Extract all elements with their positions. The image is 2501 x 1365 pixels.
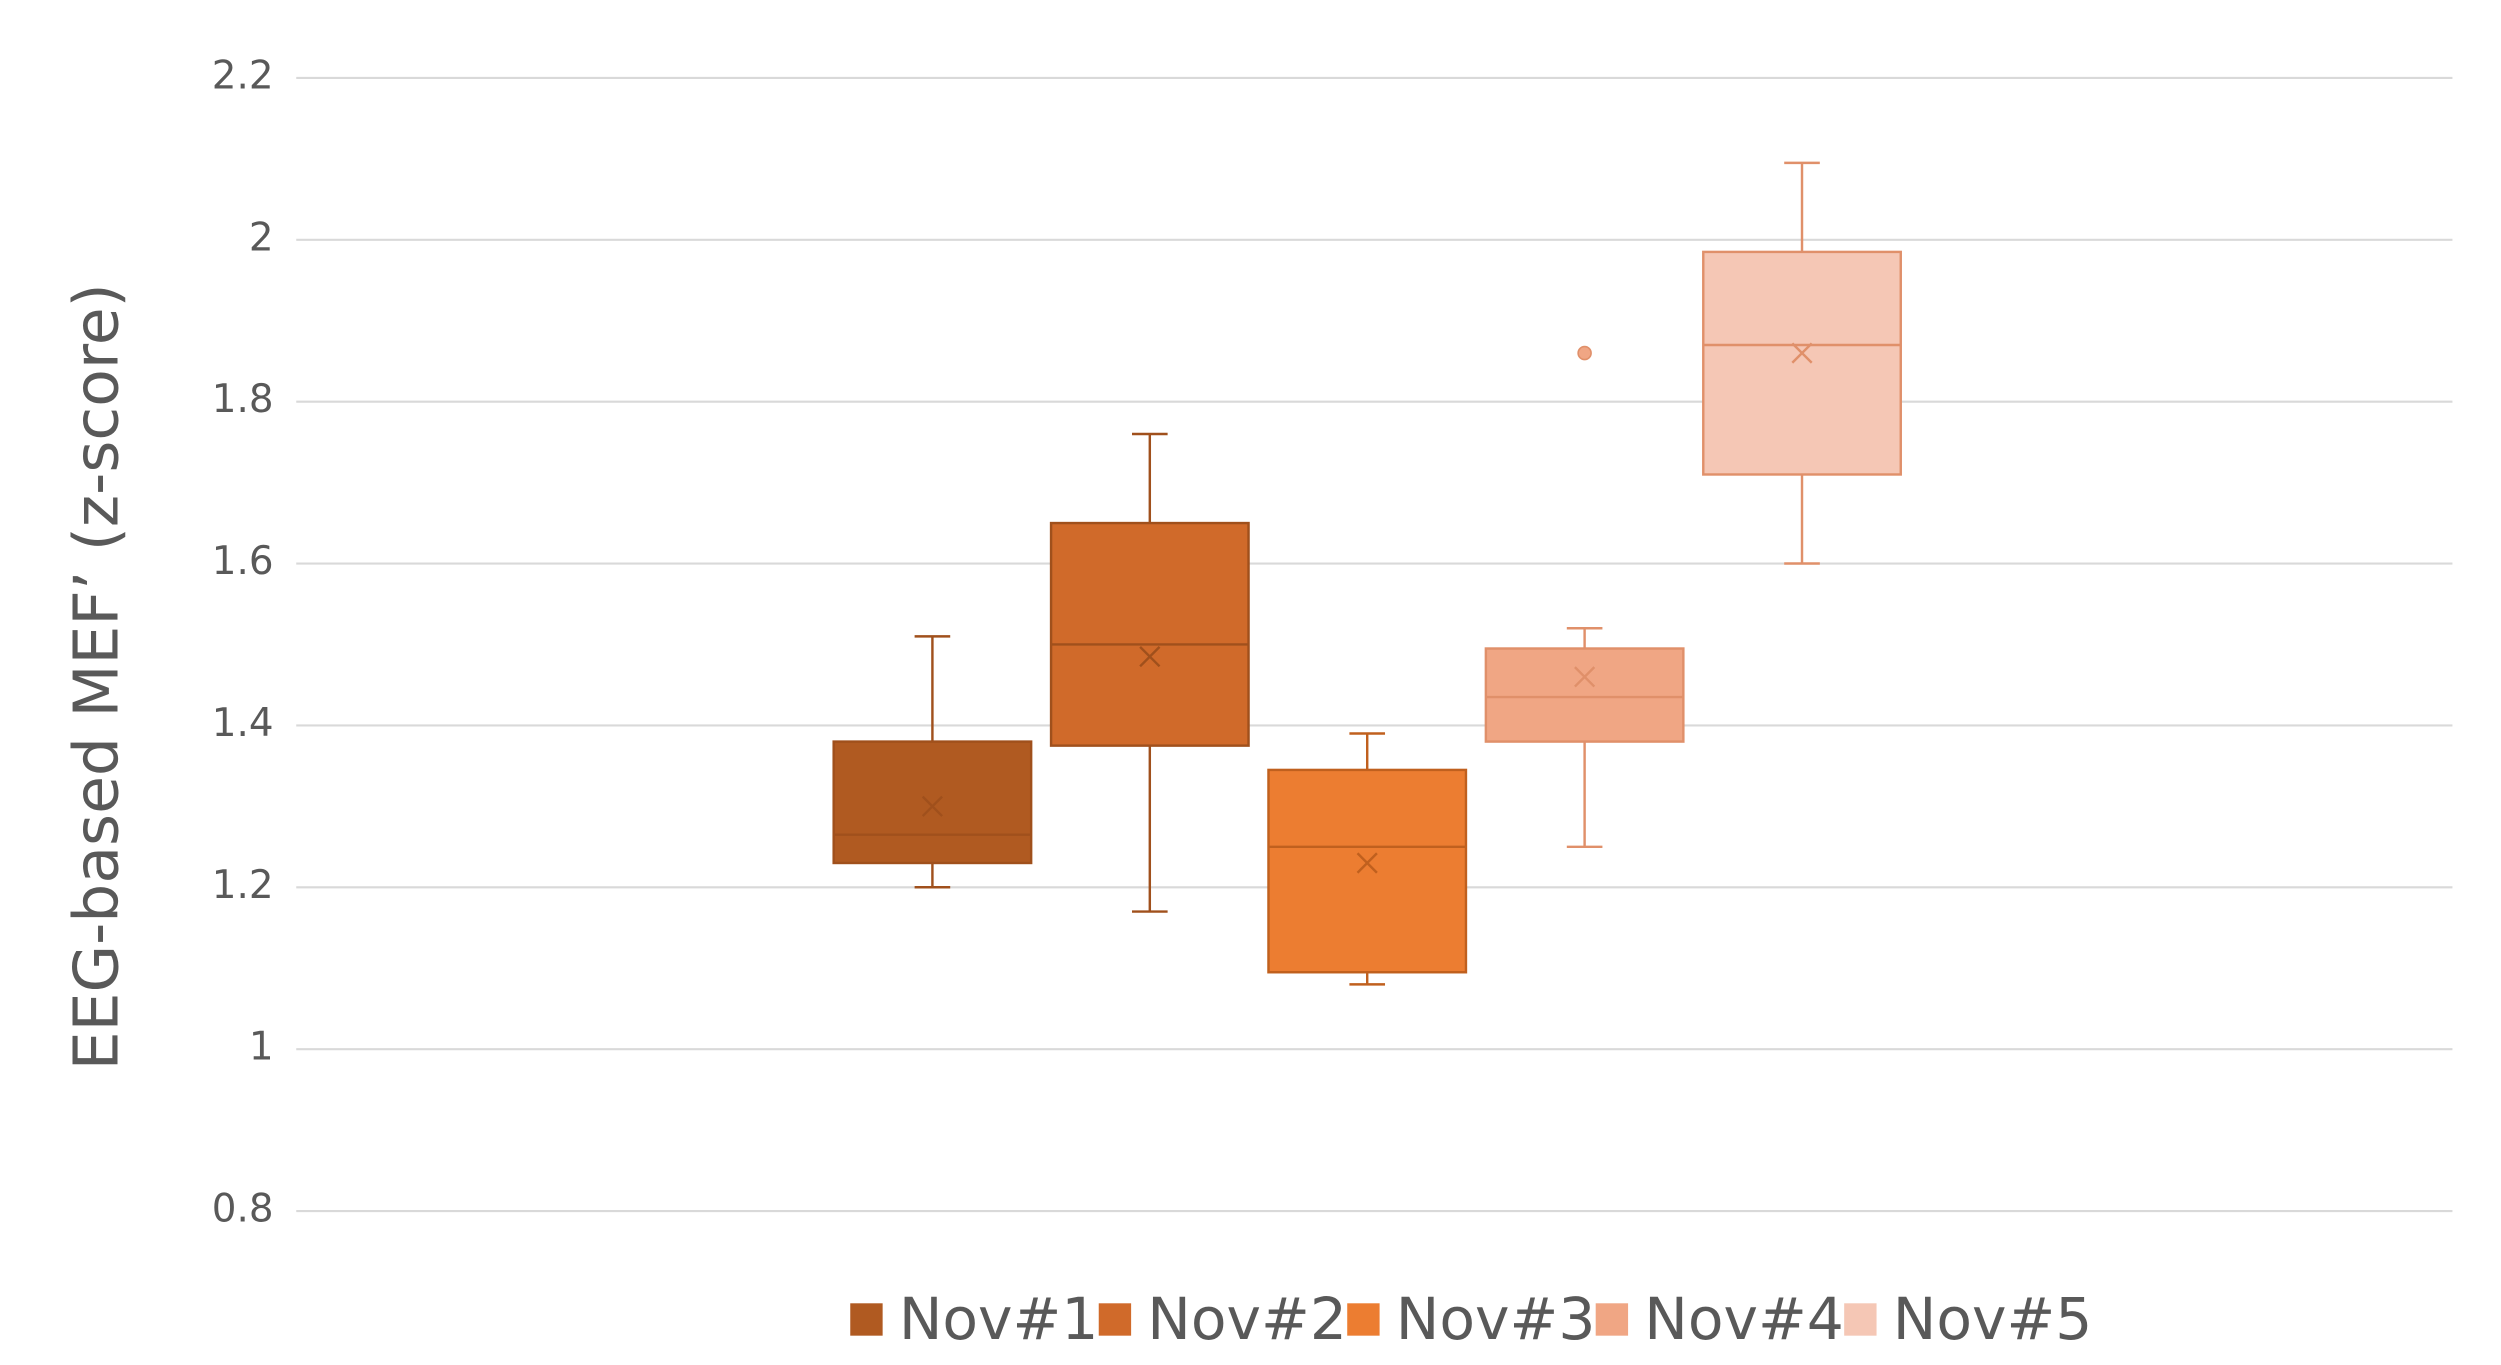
legend-label: Nov#2 <box>1147 1285 1347 1353</box>
outlier <box>1577 345 1592 361</box>
box <box>1702 250 1902 476</box>
mean-marker <box>1574 666 1596 688</box>
y-tick-label: 1.6 <box>212 539 274 584</box>
y-tick-label: 2 <box>249 215 274 260</box>
y-axis-title: EEG-based MEF’ (z-score) <box>60 283 132 1070</box>
legend-swatch <box>1595 1303 1629 1336</box>
y-tick-label: 0.8 <box>212 1187 274 1232</box>
y-tick-label: 1.8 <box>212 377 274 422</box>
legend-label: Nov#1 <box>899 1285 1099 1353</box>
y-tick-label: 1.2 <box>212 863 274 908</box>
legend-label: Nov#4 <box>1644 1285 1844 1353</box>
box <box>1484 647 1685 743</box>
legend-swatch <box>1098 1303 1132 1336</box>
box <box>1049 521 1250 747</box>
legend-label: Nov#3 <box>1396 1285 1596 1353</box>
y-tick-label: 1.4 <box>212 701 274 746</box>
legend-swatch <box>1844 1303 1877 1336</box>
y-tick-label: 2.2 <box>212 53 274 98</box>
mean-marker <box>921 795 943 817</box>
mean-marker <box>1139 646 1161 668</box>
y-tick-label: 1 <box>249 1025 274 1070</box>
legend-swatch <box>850 1303 883 1336</box>
box <box>1267 768 1468 974</box>
mean-marker <box>1356 852 1378 874</box>
box <box>832 740 1033 865</box>
legend-swatch <box>1347 1303 1380 1336</box>
legend-label: Nov#5 <box>1893 1285 2093 1353</box>
mean-marker <box>1791 342 1813 364</box>
